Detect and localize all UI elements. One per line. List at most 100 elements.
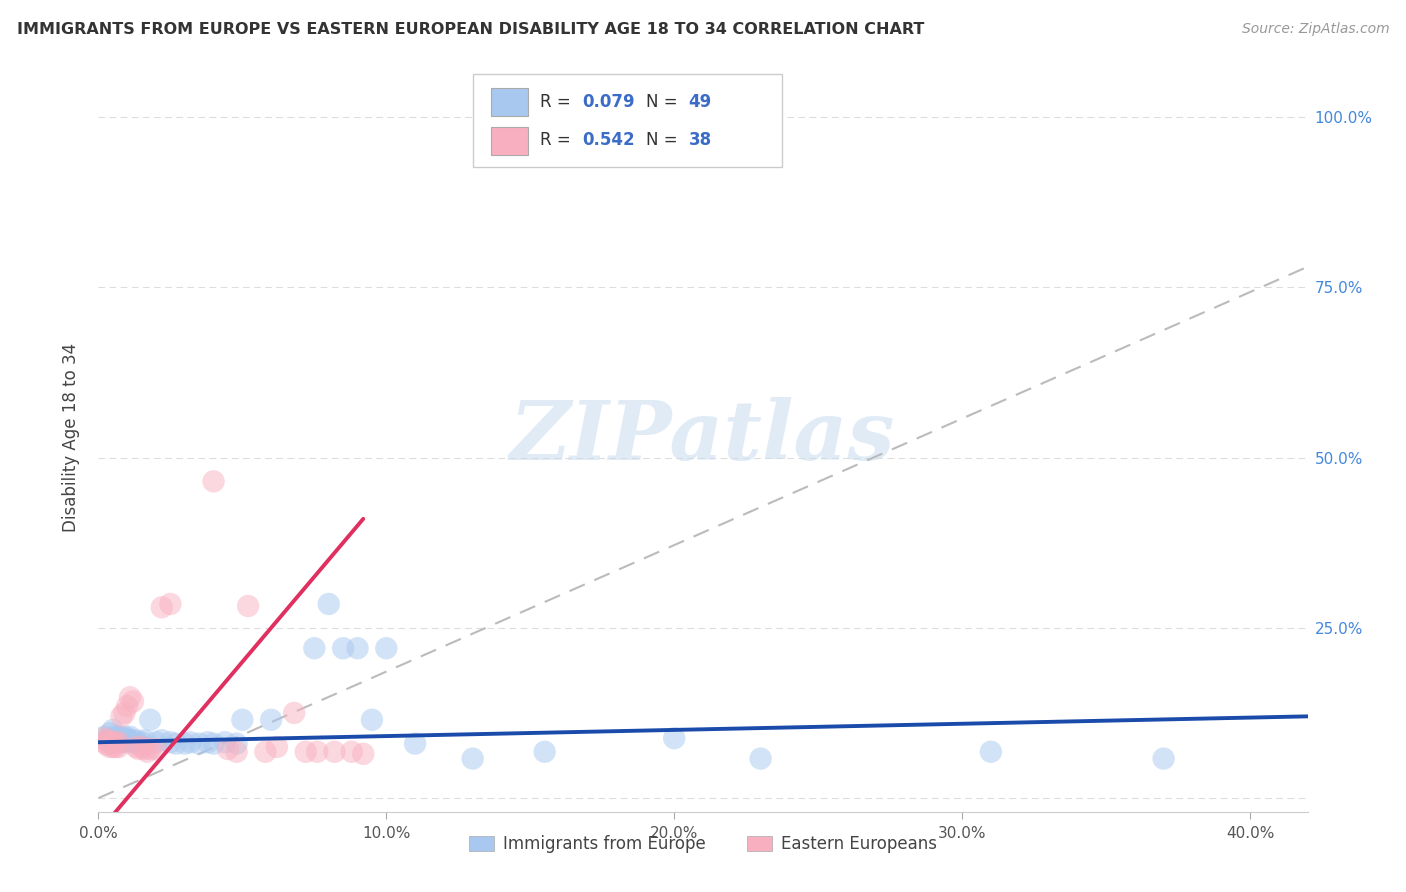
Point [139, 713, 162, 727]
Point [112, 730, 135, 744]
Point [134, 733, 156, 747]
Point [110, 735, 132, 749]
Point [375, 641, 398, 656]
Point [214, 735, 236, 749]
Point [96, 733, 118, 747]
Point [323, 745, 346, 759]
Point [150, 733, 173, 747]
Point [404, 737, 426, 751]
Point [260, 713, 283, 727]
Point [101, 733, 124, 747]
Point [294, 745, 316, 759]
Point [104, 735, 127, 749]
Point [101, 739, 124, 754]
Point [107, 733, 129, 747]
Point [197, 735, 219, 749]
Point [104, 728, 127, 742]
FancyBboxPatch shape [492, 127, 527, 155]
Point [120, 730, 142, 744]
Point [664, 731, 686, 746]
Point [112, 706, 135, 720]
Point [96, 733, 118, 747]
Point [128, 742, 150, 756]
Point [340, 745, 363, 759]
Text: ZIPatlas: ZIPatlas [510, 397, 896, 477]
Text: 49: 49 [689, 93, 711, 111]
Point [93, 730, 115, 744]
Point [104, 739, 127, 754]
Point [266, 739, 288, 754]
Point [225, 737, 247, 751]
Legend: Immigrants from Europe, Eastern Europeans: Immigrants from Europe, Eastern European… [463, 829, 943, 860]
Y-axis label: Disability Age 18 to 34: Disability Age 18 to 34 [62, 343, 80, 532]
Point [188, 737, 211, 751]
Point [231, 713, 253, 727]
Point [346, 641, 368, 656]
Text: Source: ZipAtlas.com: Source: ZipAtlas.com [1241, 22, 1389, 37]
Point [98, 726, 121, 740]
Text: 38: 38 [689, 131, 711, 149]
Point [122, 735, 145, 749]
Point [136, 745, 159, 759]
Point [93, 735, 115, 749]
Text: N =: N = [647, 93, 683, 111]
FancyBboxPatch shape [492, 87, 527, 116]
Point [283, 706, 305, 720]
Point [159, 735, 181, 749]
Point [125, 733, 148, 747]
Point [318, 597, 340, 611]
Point [115, 735, 138, 749]
Point [125, 739, 148, 754]
Point [332, 641, 354, 656]
Point [980, 745, 1002, 759]
Point [361, 713, 384, 727]
Text: R =: R = [540, 93, 576, 111]
Point [139, 742, 162, 756]
Point [145, 735, 167, 749]
Point [104, 731, 127, 746]
Point [98, 735, 121, 749]
FancyBboxPatch shape [474, 74, 782, 168]
Point [112, 733, 135, 747]
Point [217, 742, 239, 756]
Text: 0.542: 0.542 [582, 131, 634, 149]
Point [236, 599, 259, 613]
Point [128, 737, 150, 751]
Point [107, 730, 129, 744]
Text: R =: R = [540, 131, 576, 149]
Point [202, 737, 225, 751]
Point [150, 600, 173, 615]
Point [96, 738, 118, 752]
Point [1153, 751, 1175, 765]
Point [120, 733, 142, 747]
Text: IMMIGRANTS FROM EUROPE VS EASTERN EUROPEAN DISABILITY AGE 18 TO 34 CORRELATION C: IMMIGRANTS FROM EUROPE VS EASTERN EUROPE… [17, 22, 924, 37]
Point [107, 735, 129, 749]
Point [134, 742, 156, 756]
Point [101, 735, 124, 749]
Point [115, 699, 138, 714]
Point [110, 731, 132, 746]
Text: 0.079: 0.079 [582, 93, 634, 111]
Point [180, 735, 202, 749]
Point [122, 694, 145, 708]
Point [352, 747, 374, 761]
Point [461, 751, 484, 765]
Point [225, 745, 247, 759]
Point [533, 745, 555, 759]
Text: N =: N = [647, 131, 683, 149]
Point [173, 737, 195, 751]
Point [93, 731, 115, 746]
Point [107, 739, 129, 754]
Point [110, 709, 132, 723]
Point [165, 737, 187, 751]
Point [145, 742, 167, 756]
Point [254, 745, 277, 759]
Point [98, 739, 121, 754]
Point [307, 745, 329, 759]
Point [115, 731, 138, 746]
Point [159, 597, 181, 611]
Point [304, 641, 326, 656]
Point [120, 690, 142, 705]
Point [131, 739, 153, 754]
Point [131, 735, 153, 749]
